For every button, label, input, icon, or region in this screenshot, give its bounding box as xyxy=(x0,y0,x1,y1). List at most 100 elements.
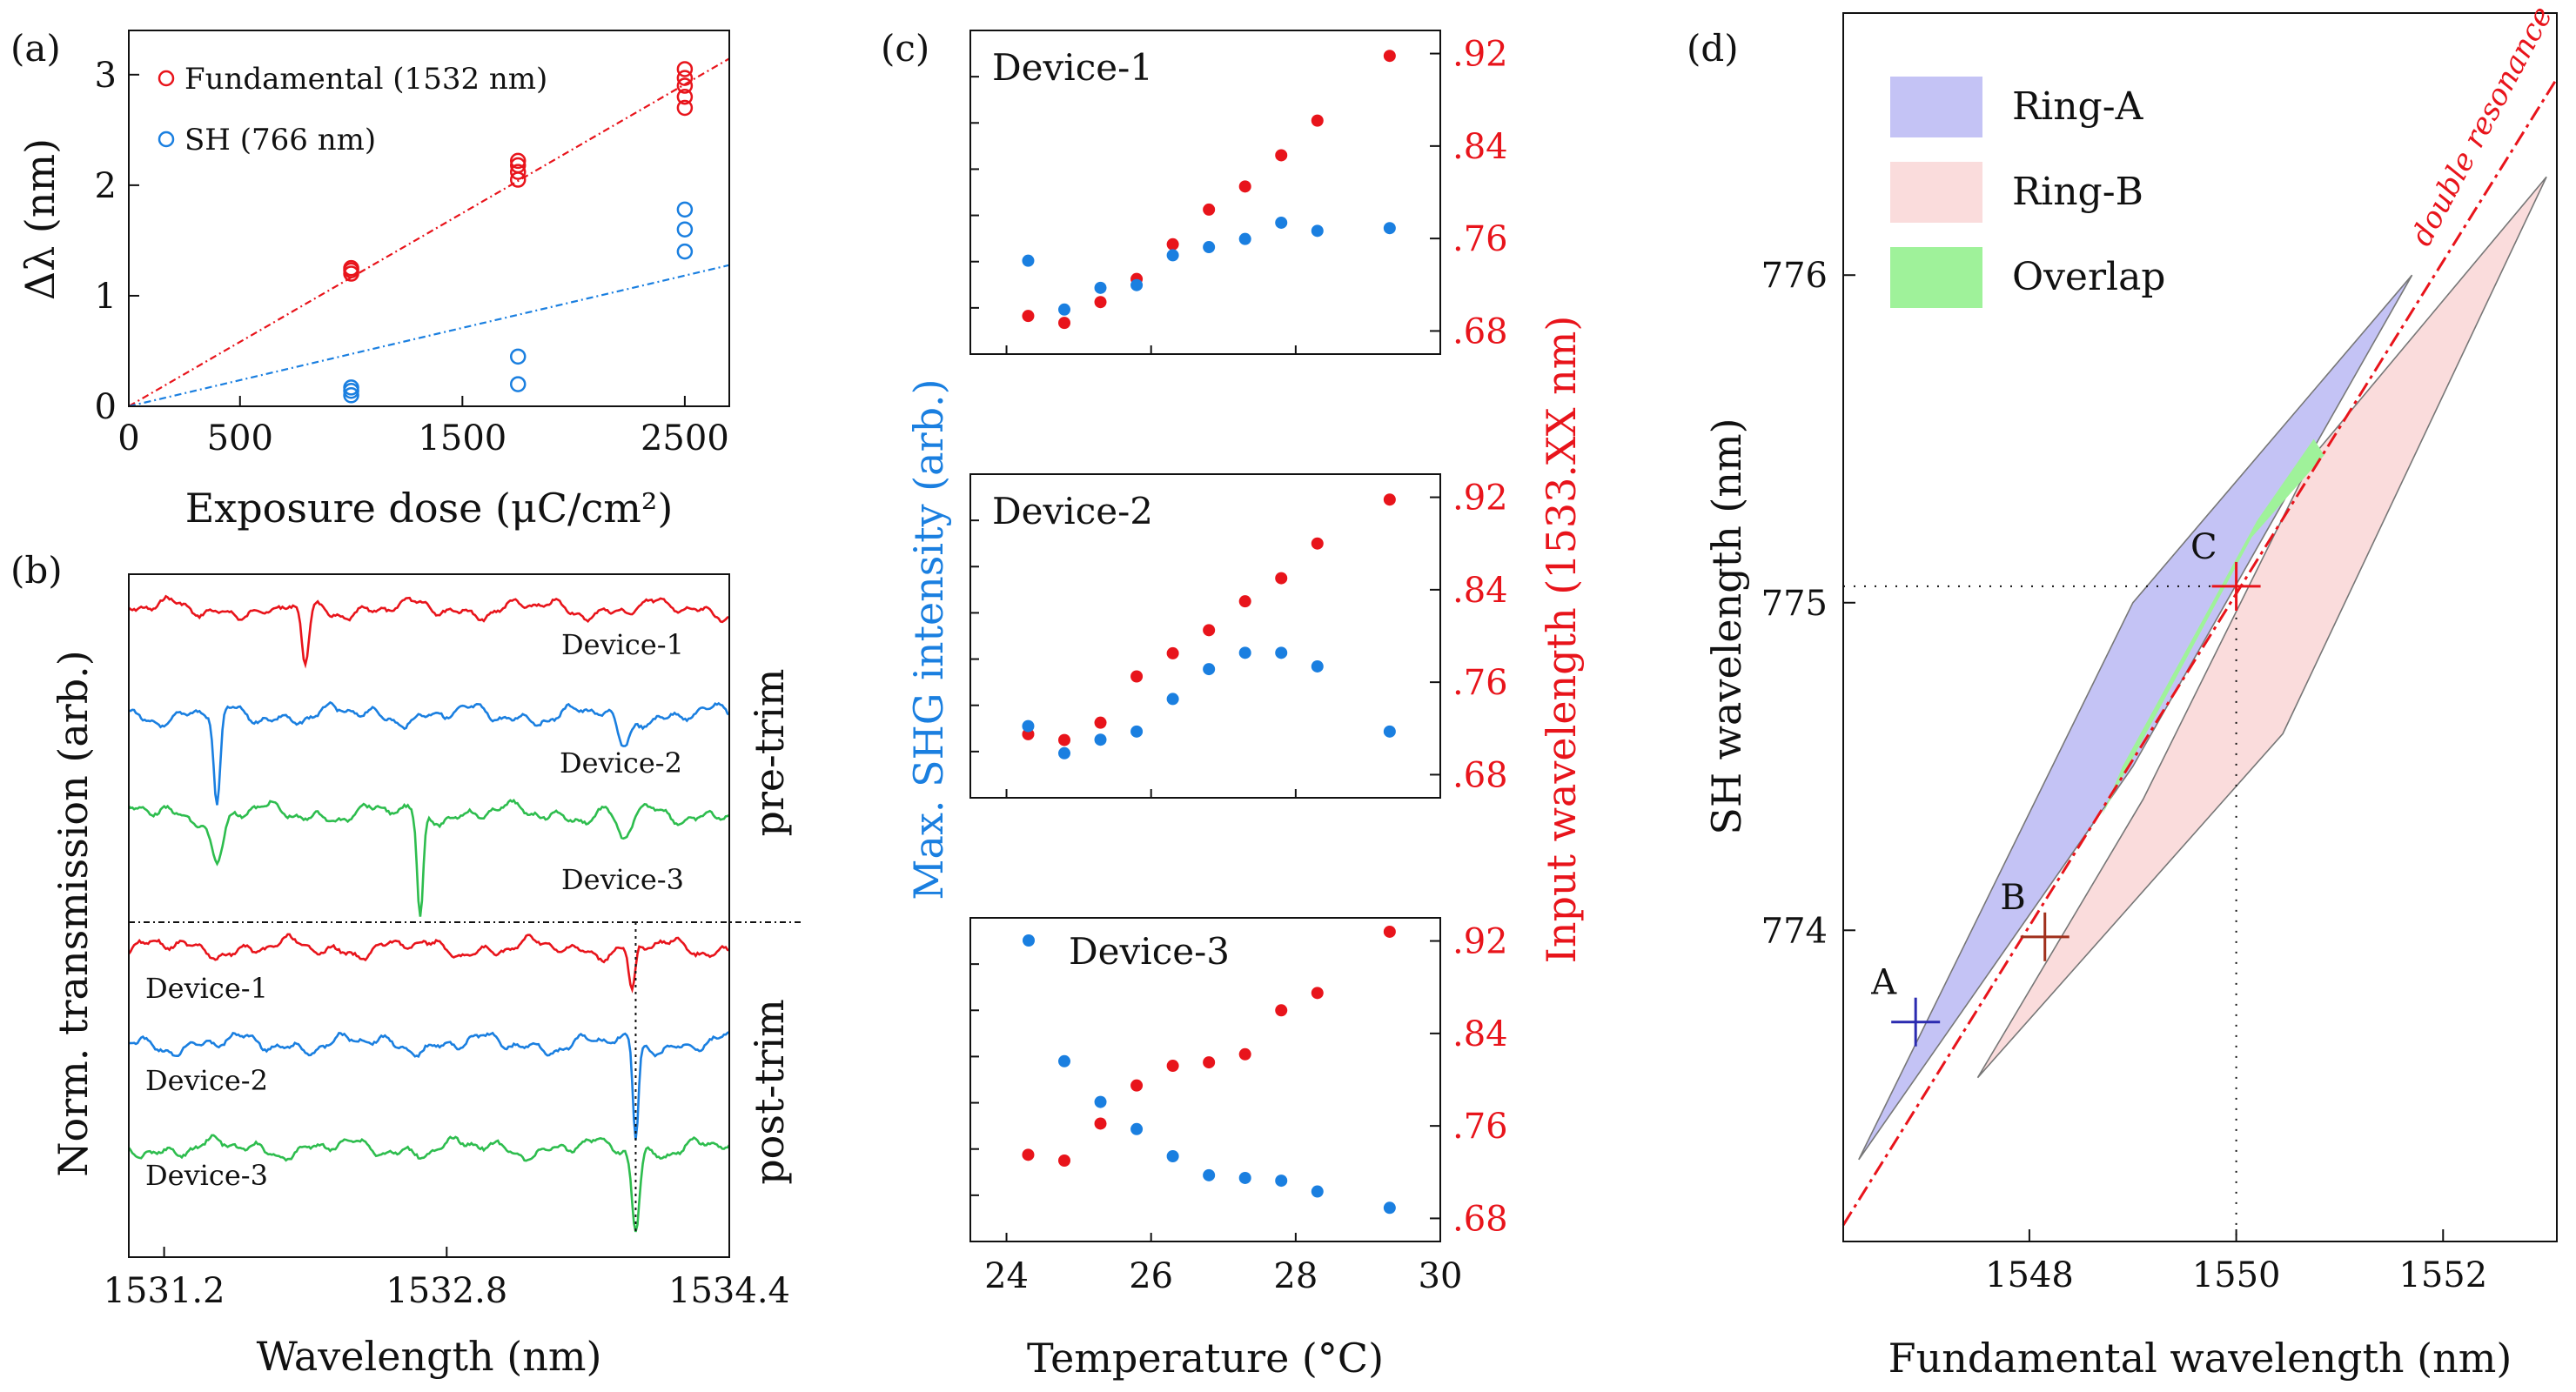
shg-point xyxy=(1166,249,1179,262)
data-point xyxy=(676,77,694,94)
right-tick-label: .76 xyxy=(1452,663,1508,703)
right-tick-label: .92 xyxy=(1452,922,1508,962)
y-tick-label: 775 xyxy=(1761,584,1828,624)
wavelength-point xyxy=(1130,1079,1144,1092)
panel-c-ylabel-left: Max. SHG intensity (arb.) xyxy=(905,378,952,900)
wavelength-point xyxy=(1130,670,1144,683)
wavelength-point xyxy=(1166,1060,1179,1073)
y-tick-label: 0 xyxy=(95,387,117,427)
x-tick-label: 2500 xyxy=(641,418,729,458)
data-point xyxy=(509,348,527,365)
point-label-c: C xyxy=(2190,527,2217,567)
x-tick-label: 1552 xyxy=(2398,1255,2487,1295)
trace-label-post-device-2: Device-2 xyxy=(145,1064,268,1097)
wavelength-point xyxy=(1275,572,1288,585)
wavelength-point xyxy=(1238,595,1251,608)
panel-b-frame xyxy=(128,573,730,1258)
data-point xyxy=(343,259,359,277)
y-tick-label: 1 xyxy=(95,277,117,317)
panel-b-ylabel: Norm. transmission (arb.) xyxy=(50,650,97,1177)
trace-label-pre-device-1: Device-1 xyxy=(561,628,684,661)
panel-c-label: (c) xyxy=(881,27,929,70)
panel-d-legend: Ring-A Ring-B Overlap xyxy=(1890,77,2165,308)
wavelength-point xyxy=(1275,1004,1288,1017)
legend-marker-sh xyxy=(158,130,175,148)
transmission-trace xyxy=(128,594,730,669)
shg-point xyxy=(1275,646,1288,659)
device-3-subplot-frame xyxy=(969,917,1441,1242)
panel-a: (a) 0 500 1500 2500 0 1 2 3 Fundamental (1532 n… xyxy=(10,27,730,532)
right-tick-label: .84 xyxy=(1452,571,1508,611)
transmission-trace xyxy=(128,1030,730,1141)
panel-a-xlabel: Exposure dose (μC/cm²) xyxy=(185,485,674,532)
panel-b-label: (b) xyxy=(10,549,63,592)
data-point xyxy=(509,376,527,392)
trace-label-pre-device-3: Device-3 xyxy=(561,863,684,896)
right-tick-label: .68 xyxy=(1452,311,1508,351)
wavelength-point xyxy=(1058,733,1070,746)
wavelength-point xyxy=(1311,987,1324,1000)
section-label-post-trim: post-trim xyxy=(746,999,793,1185)
right-tick-label: .92 xyxy=(1452,35,1508,75)
x-tick-label: 500 xyxy=(207,418,273,458)
shg-point xyxy=(1383,725,1396,738)
shg-point xyxy=(1311,1185,1324,1198)
x-tick-label: 26 xyxy=(1129,1256,1173,1296)
trace-label-post-device-3: Device-3 xyxy=(145,1159,268,1192)
shg-point xyxy=(1275,1174,1288,1188)
y-tick-label: 2 xyxy=(95,166,117,206)
legend-label-ring-a: Ring-A xyxy=(2012,84,2144,129)
section-label-pre-trim: pre-trim xyxy=(746,668,793,836)
legend-label-overlap: Overlap xyxy=(2012,255,2165,299)
double-resonance-label: double resonance xyxy=(2405,1,2560,251)
shg-point xyxy=(1203,241,1216,254)
shg-point xyxy=(1094,281,1107,294)
data-point xyxy=(676,88,694,105)
data-point xyxy=(676,99,694,117)
point-label-b: B xyxy=(2000,878,2025,918)
data-point xyxy=(343,379,359,396)
shg-point xyxy=(1022,719,1035,733)
x-tick-label: 1531.2 xyxy=(104,1271,225,1311)
x-tick-label: 0 xyxy=(117,418,139,458)
trace-label-post-device-1: Device-1 xyxy=(145,972,268,1005)
panel-c: (c) .68 .76 .84 .92 .68 .76 .84 .92 .68 .76 .84 .92… xyxy=(881,27,1585,1382)
data-point xyxy=(343,387,359,404)
x-tick-label: 1550 xyxy=(2192,1255,2281,1295)
y-tick-label: 774 xyxy=(1761,911,1828,951)
x-tick-label: 1548 xyxy=(1985,1255,2074,1295)
wavelength-point xyxy=(1094,1117,1107,1130)
legend-label-ring-b: Ring-B xyxy=(2012,170,2143,214)
x-tick-label: 1534.4 xyxy=(668,1271,790,1311)
shg-point xyxy=(1058,746,1070,760)
transmission-trace xyxy=(128,700,730,806)
x-tick-label: 1500 xyxy=(418,418,506,458)
region-ring-a xyxy=(1858,274,2413,1161)
wavelength-point xyxy=(1166,646,1179,659)
wavelength-point xyxy=(1094,716,1107,729)
shg-point xyxy=(1203,663,1216,676)
data-point xyxy=(676,201,694,218)
panel-d-xlabel: Fundamental wavelength (nm) xyxy=(1888,1335,2512,1382)
shg-point xyxy=(1094,733,1107,746)
shg-point xyxy=(1383,1201,1396,1215)
wavelength-point xyxy=(1383,925,1396,938)
data-point xyxy=(676,243,694,260)
shg-point xyxy=(1275,216,1288,229)
wavelength-point xyxy=(1275,149,1288,162)
right-tick-label: .84 xyxy=(1452,127,1508,167)
panel-d-frame xyxy=(1842,12,2558,1242)
panel-a-legend: Fundamental (1532 nm) SH (766 nm) xyxy=(158,62,547,157)
shg-point xyxy=(1094,1095,1107,1108)
shg-point xyxy=(1166,693,1179,706)
x-tick-label: 30 xyxy=(1419,1256,1463,1296)
panel-d-label: (d) xyxy=(1687,27,1739,70)
wavelength-point xyxy=(1022,1148,1035,1161)
x-tick-label: 1532.8 xyxy=(386,1271,507,1311)
data-point xyxy=(676,61,694,77)
panel-c-xlabel: Temperature (°C) xyxy=(1027,1335,1384,1382)
shg-point xyxy=(1130,278,1144,291)
wavelength-point xyxy=(1166,238,1179,251)
wavelength-point xyxy=(1203,203,1216,216)
